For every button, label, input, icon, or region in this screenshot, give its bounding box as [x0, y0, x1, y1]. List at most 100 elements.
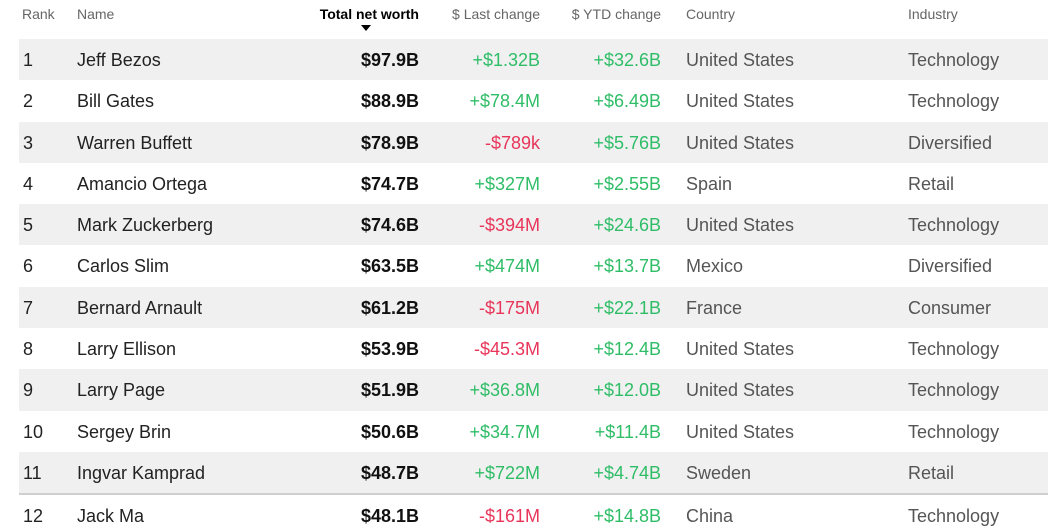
name-cell[interactable]: Larry Ellison: [77, 339, 177, 360]
country-cell: United States: [686, 91, 795, 112]
industry-cell: Technology: [908, 215, 1000, 236]
net-worth-cell: $48.7B: [360, 462, 419, 483]
ytd-change-cell: +$14.8B: [593, 506, 661, 527]
net-worth-cell: $78.9B: [360, 132, 419, 153]
last-change-cell: +$1.32B: [472, 50, 540, 70]
rank-cell: 11: [23, 462, 42, 483]
industry-cell: Retail: [908, 173, 955, 194]
ytd-change-cell: +$6.49B: [593, 91, 661, 112]
ytd-change-cell: +$32.6B: [593, 50, 661, 70]
ytd-change-cell: +$22.1B: [593, 297, 661, 318]
net-worth-cell: $88.9B: [360, 91, 419, 112]
ytd-change-cell: +$5.76B: [593, 132, 661, 153]
name-cell[interactable]: Sergey Brin: [77, 421, 172, 442]
country-cell: United States: [686, 50, 795, 70]
column-header-total-net-worth[interactable]: Total net worth: [319, 6, 419, 22]
last-change-cell: +$36.8M: [469, 380, 540, 401]
industry-cell: Consumer: [908, 297, 992, 318]
table-header: Rank Name Total net worth $ Last change …: [0, 0, 1048, 38]
country-cell: Mexico: [686, 256, 744, 277]
last-change-cell: -$175M: [478, 297, 540, 318]
last-change-cell: +$327M: [474, 173, 540, 194]
table-row[interactable]: 8 Larry Ellison $53.9B -$45.3M +$12.4B United…: [19, 328, 1048, 369]
net-worth-cell: $61.2B: [360, 297, 419, 318]
name-cell[interactable]: Mark Zuckerberg: [77, 215, 214, 236]
last-change-cell: +$722M: [474, 462, 540, 483]
last-change-cell: -$45.3M: [473, 339, 540, 360]
rank-cell: 2: [23, 91, 34, 112]
net-worth-cell: $74.7B: [360, 173, 419, 194]
industry-cell: Technology: [908, 506, 1000, 527]
industry-cell: Technology: [908, 91, 1000, 112]
name-cell[interactable]: Warren Buffett: [77, 132, 193, 153]
last-change-cell: -$789k: [484, 132, 540, 153]
last-change-cell: +$474M: [474, 256, 540, 277]
rank-cell: 4: [23, 173, 34, 194]
table-body: 1 Jeff Bezos $97.9B +$1.32B +$32.6B United St…: [19, 39, 1048, 530]
industry-cell: Retail: [908, 462, 955, 483]
rank-cell: 3: [23, 132, 34, 153]
rank-cell: 1: [23, 50, 34, 70]
table-row[interactable]: 4 Amancio Ortega $74.7B +$327M +$2.55B Spain R…: [19, 163, 1048, 204]
net-worth-cell: $63.5B: [360, 256, 419, 277]
ytd-change-cell: +$13.7B: [593, 256, 661, 277]
table-row[interactable]: 6 Carlos Slim $63.5B +$474M +$13.7B Mexico Div…: [19, 245, 1048, 286]
industry-cell: Diversified: [908, 132, 993, 153]
table-row[interactable]: 10 Sergey Brin $50.6B +$34.7M +$11.4B United …: [19, 411, 1048, 452]
table-row[interactable]: 9 Larry Page $51.9B +$36.8M +$12.0B United St…: [19, 369, 1048, 411]
table-row[interactable]: 1 Jeff Bezos $97.9B +$1.32B +$32.6B United St…: [19, 39, 1048, 81]
name-cell[interactable]: Carlos Slim: [77, 256, 170, 277]
country-cell: China: [686, 506, 734, 527]
ytd-change-cell: +$12.0B: [593, 380, 661, 401]
last-change-cell: -$161M: [478, 506, 540, 527]
column-header-ytd-change[interactable]: $ YTD change: [571, 6, 661, 22]
net-worth-cell: $53.9B: [360, 339, 419, 360]
table-row[interactable]: 3 Warren Buffett $78.9B -$789k +$5.76B United…: [19, 121, 1048, 163]
ytd-change-cell: +$24.6B: [593, 215, 661, 236]
country-cell: United States: [686, 421, 795, 442]
table-row[interactable]: 5 Mark Zuckerberg $74.6B -$394M +$24.6B Unite…: [19, 204, 1048, 246]
table-row[interactable]: 7 Bernard Arnault $61.2B -$175M +$22.1B Franc…: [19, 286, 1048, 329]
net-worth-cell: $97.9B: [360, 50, 419, 70]
column-header-last-change[interactable]: $ Last change: [452, 6, 540, 22]
industry-cell: Technology: [908, 421, 1000, 442]
last-change-cell: +$34.7M: [469, 421, 540, 442]
rank-cell: 12: [23, 506, 44, 527]
industry-cell: Technology: [908, 50, 1000, 70]
country-cell: United States: [686, 380, 795, 401]
name-cell[interactable]: Ingvar Kamprad: [77, 462, 206, 483]
net-worth-cell: $51.9B: [360, 380, 419, 401]
name-cell[interactable]: Jack Ma: [77, 506, 145, 527]
column-header-country[interactable]: Country: [686, 6, 736, 22]
ytd-change-cell: +$2.55B: [593, 173, 661, 194]
name-cell[interactable]: Larry Page: [77, 380, 166, 401]
name-cell[interactable]: Bill Gates: [77, 91, 155, 112]
rank-cell: 9: [23, 380, 34, 401]
industry-cell: Technology: [908, 380, 1000, 401]
table-row[interactable]: 12 Jack Ma $48.1B -$161M +$14.8B China Technol…: [19, 493, 1048, 530]
country-cell: France: [686, 297, 743, 318]
last-change-cell: -$394M: [478, 215, 540, 236]
table-row[interactable]: 11 Ingvar Kamprad $48.7B +$722M +$4.74B Swede…: [19, 451, 1048, 494]
sort-descending-icon[interactable]: [361, 25, 371, 31]
ytd-change-cell: +$12.4B: [593, 339, 661, 360]
country-cell: Spain: [686, 173, 733, 194]
column-header-name[interactable]: Name: [77, 6, 115, 22]
ytd-change-cell: +$4.74B: [593, 462, 661, 483]
last-change-cell: +$78.4M: [469, 91, 540, 112]
name-cell[interactable]: Bernard Arnault: [77, 297, 203, 318]
table-row[interactable]: 2 Bill Gates $88.9B +$78.4M +$6.49B United St…: [19, 80, 1048, 121]
industry-cell: Technology: [908, 339, 1000, 360]
name-cell[interactable]: Jeff Bezos: [77, 50, 161, 70]
rank-cell: 7: [23, 297, 34, 318]
rank-cell: 5: [23, 215, 34, 236]
country-cell: United States: [686, 215, 795, 236]
column-header-rank[interactable]: Rank: [22, 6, 55, 22]
country-cell: Sweden: [686, 462, 752, 483]
rank-cell: 8: [23, 339, 34, 360]
country-cell: United States: [686, 339, 795, 360]
column-header-industry[interactable]: Industry: [908, 6, 958, 22]
net-worth-cell: $74.6B: [360, 215, 419, 236]
name-cell[interactable]: Amancio Ortega: [77, 173, 208, 194]
rank-cell: 6: [23, 256, 34, 277]
